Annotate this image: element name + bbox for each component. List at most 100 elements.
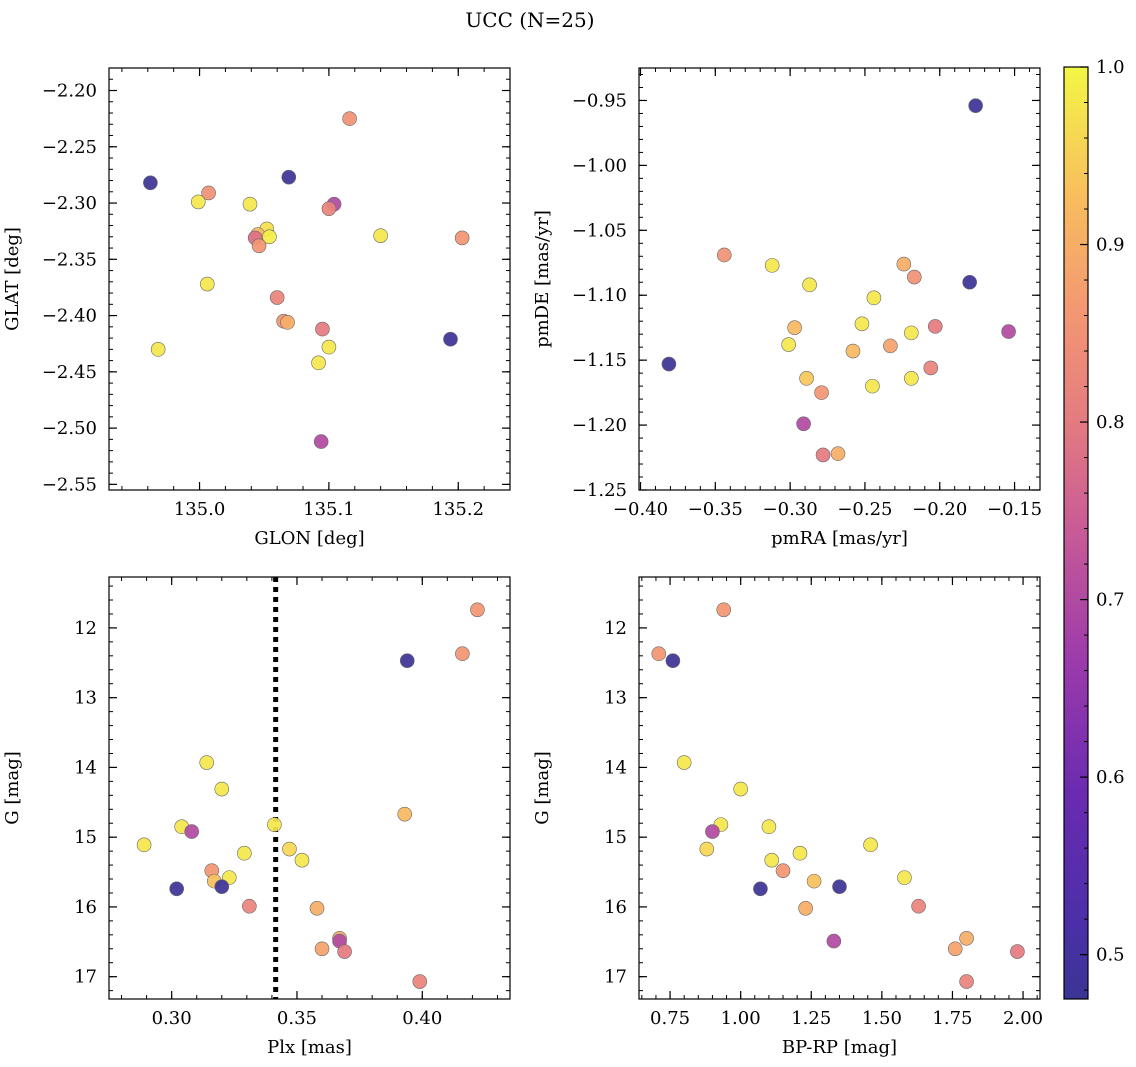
scatter-point bbox=[826, 933, 842, 949]
scatter-point bbox=[399, 653, 415, 669]
y-tick-label: −2.25 bbox=[42, 137, 97, 158]
scatter-point bbox=[897, 870, 912, 885]
scatter-point bbox=[947, 941, 963, 957]
y-tick-label: 13 bbox=[74, 688, 97, 709]
y-tick-label: 16 bbox=[74, 897, 97, 918]
x-axis-label: GLON [deg] bbox=[254, 528, 364, 549]
x-tick-label: −0.35 bbox=[688, 499, 743, 520]
scatter-point bbox=[237, 845, 252, 861]
x-tick-label: 1.25 bbox=[791, 1008, 831, 1029]
scatter-point bbox=[267, 817, 282, 832]
scatter-point bbox=[199, 755, 215, 770]
x-tick-label: 135.2 bbox=[432, 499, 484, 520]
y-tick-label: 15 bbox=[604, 827, 627, 848]
scatter-point bbox=[412, 974, 428, 989]
scatter-points bbox=[651, 602, 1025, 989]
y-tick-label: 14 bbox=[74, 757, 97, 778]
scatter-point bbox=[753, 881, 768, 897]
scatter-point bbox=[470, 602, 485, 618]
scatter-point bbox=[269, 290, 285, 305]
scatter-point bbox=[699, 841, 715, 857]
y-tick-label: 14 bbox=[604, 757, 627, 778]
panel-bprp-g: 0.75 1.00 1.25 1.50 1.75 2.00 12 13 14 15 16 17 BP-R… bbox=[532, 576, 1043, 1058]
scatter-point bbox=[676, 755, 692, 770]
scatter-point bbox=[313, 434, 329, 449]
scatter-point bbox=[705, 824, 720, 839]
scatter-point bbox=[321, 201, 337, 216]
y-axis-label: pmDE [mas/yr] bbox=[532, 210, 553, 348]
scatter-point bbox=[815, 447, 831, 463]
y-tick-label: −2.35 bbox=[42, 249, 97, 270]
scatter-point bbox=[761, 819, 777, 835]
y-tick-label: 12 bbox=[74, 618, 97, 639]
y-tick-label: 15 bbox=[74, 827, 97, 848]
scatter-point bbox=[865, 378, 880, 394]
scatter-points bbox=[143, 111, 470, 449]
scatter-point bbox=[716, 247, 732, 263]
y-tick-label: −2.45 bbox=[42, 362, 97, 383]
scatter-point bbox=[184, 824, 200, 839]
scatter-point bbox=[866, 290, 882, 306]
y-axis-label: G [mag] bbox=[532, 751, 553, 824]
scatter-points bbox=[661, 98, 1016, 463]
scatter-point bbox=[959, 931, 974, 946]
scatter-point bbox=[242, 196, 258, 212]
scatter-point bbox=[661, 356, 677, 372]
y-tick-label: −2.20 bbox=[42, 81, 97, 102]
minor-ticks bbox=[639, 68, 1040, 491]
scatter-point bbox=[904, 325, 919, 341]
y-tick-label: 16 bbox=[604, 897, 627, 918]
scatter-point bbox=[251, 238, 267, 254]
scatter-point bbox=[863, 837, 878, 853]
scatter-point bbox=[814, 385, 829, 400]
x-tick-label: −0.30 bbox=[763, 499, 818, 520]
y-axis-label: GLAT [deg] bbox=[2, 227, 23, 331]
y-tick-label: 12 bbox=[604, 618, 627, 639]
panel-pmra-pmde: −0.40 −0.35 −0.30 −0.25 −0.20 −0.15 −0.95 −1.00… bbox=[532, 67, 1042, 549]
y-tick-label: −1.10 bbox=[572, 285, 627, 306]
scatter-point bbox=[968, 98, 983, 113]
scatter-point bbox=[787, 320, 802, 335]
scatter-point bbox=[136, 837, 152, 853]
scatter-point bbox=[150, 342, 166, 357]
minor-ticks bbox=[109, 67, 511, 490]
minor-ticks bbox=[639, 577, 1040, 999]
y-tick-label: −2.30 bbox=[42, 193, 97, 214]
scatter-point bbox=[798, 901, 813, 916]
y-tick-label: −2.55 bbox=[42, 474, 97, 495]
axes-frame bbox=[108, 67, 511, 491]
x-axis-label: pmRA [mas/yr] bbox=[771, 528, 908, 549]
figure-title: UCC (N=25) bbox=[465, 8, 594, 32]
panel-plx-g: 0.30 0.35 0.40 12 13 14 15 16 17 Plx [mas] G [mag] bbox=[2, 576, 511, 1058]
scatter-point bbox=[455, 646, 470, 662]
scatter-point bbox=[282, 841, 297, 857]
panels: 135.0 135.1 135.2 −2.20 −2.25 −2.30 −2.35 −2.40… bbox=[2, 67, 1043, 1058]
x-tick-label: −0.40 bbox=[613, 499, 668, 520]
scatter-point bbox=[923, 360, 939, 376]
scatter-point bbox=[373, 228, 388, 243]
x-tick-label: −0.25 bbox=[837, 499, 892, 520]
scatter-point bbox=[143, 175, 158, 191]
scatter-point bbox=[845, 343, 861, 359]
scatter-point bbox=[806, 873, 822, 889]
colorbar-tick-label: 0.5 bbox=[1096, 945, 1125, 966]
y-tick-label: 17 bbox=[604, 967, 627, 988]
scatter-point bbox=[311, 355, 326, 371]
x-tick-label: 1.75 bbox=[932, 1008, 972, 1029]
scatter-point bbox=[242, 898, 257, 914]
colorbar: 0.5 0.6 0.7 0.8 0.9 1.0 bbox=[1063, 57, 1125, 1000]
scatter-point bbox=[342, 111, 357, 126]
scatter-point bbox=[201, 185, 216, 201]
scatter-point bbox=[315, 321, 330, 337]
scatter-point bbox=[443, 331, 458, 347]
y-tick-label: −1.25 bbox=[572, 480, 627, 501]
scatter-point bbox=[214, 781, 230, 797]
axes-frame bbox=[638, 576, 1041, 1000]
colorbar-ticks: 0.5 0.6 0.7 0.8 0.9 1.0 bbox=[1080, 57, 1125, 991]
scatter-point bbox=[775, 863, 791, 878]
scatter-point bbox=[883, 338, 898, 354]
scatter-point bbox=[314, 941, 330, 957]
scatter-point bbox=[280, 315, 295, 330]
scatter-point bbox=[200, 276, 215, 292]
